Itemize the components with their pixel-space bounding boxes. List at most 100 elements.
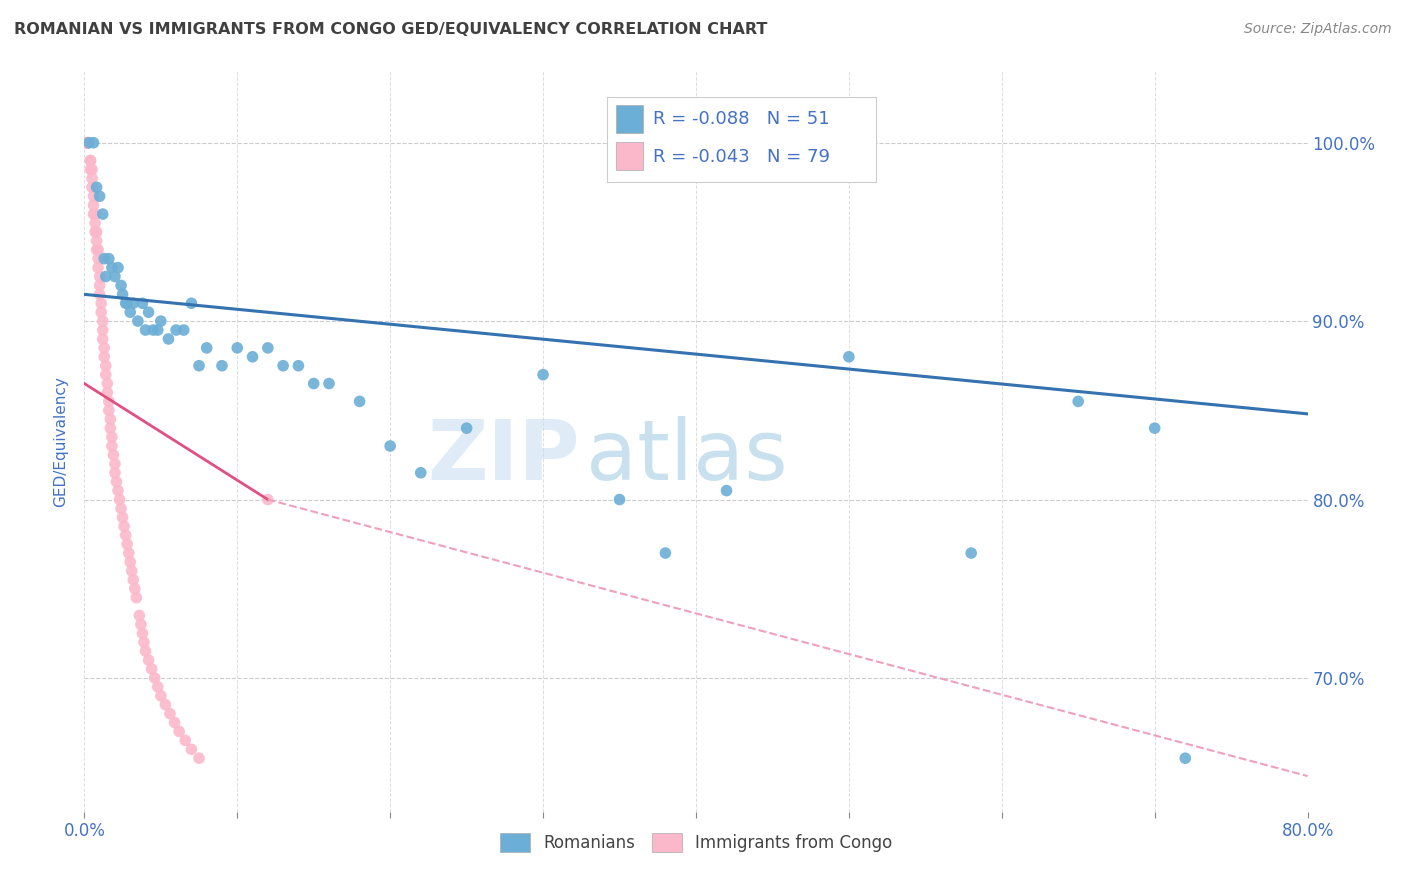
Point <box>96 385 118 400</box>
Point <box>349 394 371 409</box>
Point <box>131 626 153 640</box>
Point <box>104 466 127 480</box>
Point <box>127 314 149 328</box>
Point <box>96 376 118 391</box>
Y-axis label: GED/Equivalency: GED/Equivalency <box>53 376 69 507</box>
Point <box>89 269 111 284</box>
Point <box>87 252 110 266</box>
Point <box>960 546 983 560</box>
Point <box>83 189 105 203</box>
Point <box>107 260 129 275</box>
Point <box>188 751 211 765</box>
Point <box>101 430 124 444</box>
Point <box>89 287 111 301</box>
Point <box>94 359 117 373</box>
Point <box>409 466 432 480</box>
Point <box>242 350 264 364</box>
Point <box>132 635 155 649</box>
Point <box>98 412 121 426</box>
Point <box>80 171 103 186</box>
Point <box>163 715 186 730</box>
Point <box>93 350 115 364</box>
Point <box>131 296 153 310</box>
Point <box>80 180 103 194</box>
Point <box>211 359 233 373</box>
Point <box>124 582 146 596</box>
Point <box>97 403 120 417</box>
Point <box>91 332 114 346</box>
Point <box>135 644 157 658</box>
Point <box>84 225 107 239</box>
Point <box>456 421 478 435</box>
Point <box>86 225 108 239</box>
Point <box>654 546 676 560</box>
Point <box>83 198 105 212</box>
Point <box>76 136 98 150</box>
Point <box>257 341 280 355</box>
Point <box>173 323 195 337</box>
Point <box>174 733 197 747</box>
Point <box>226 341 249 355</box>
Text: Source: ZipAtlas.com: Source: ZipAtlas.com <box>1244 22 1392 37</box>
Point <box>380 439 402 453</box>
Point <box>91 207 114 221</box>
Point <box>531 368 554 382</box>
Point <box>90 296 112 310</box>
Point <box>122 573 145 587</box>
Point <box>149 314 172 328</box>
Point <box>93 341 115 355</box>
Point <box>110 501 132 516</box>
Point <box>271 359 294 373</box>
Point <box>1174 751 1197 765</box>
Point <box>104 269 127 284</box>
Point <box>103 448 125 462</box>
Point <box>146 680 169 694</box>
Point <box>141 662 163 676</box>
Point <box>86 180 108 194</box>
FancyBboxPatch shape <box>616 104 644 133</box>
Point <box>83 207 105 221</box>
Point <box>89 278 111 293</box>
Point <box>1067 394 1090 409</box>
Point <box>93 252 115 266</box>
Point <box>121 564 143 578</box>
Point <box>105 475 128 489</box>
Point <box>89 189 111 203</box>
Point <box>287 359 309 373</box>
Point <box>257 492 280 507</box>
Point <box>77 136 100 150</box>
Point <box>79 153 101 168</box>
Point <box>107 483 129 498</box>
Point <box>76 136 98 150</box>
Point <box>146 323 169 337</box>
Point <box>94 269 117 284</box>
Point <box>111 510 134 524</box>
Point <box>180 742 202 756</box>
Point <box>110 278 132 293</box>
Point <box>159 706 181 721</box>
Point <box>188 359 211 373</box>
Point <box>129 617 152 632</box>
Point <box>118 546 141 560</box>
Point <box>94 368 117 382</box>
Legend: Romanians, Immigrants from Congo: Romanians, Immigrants from Congo <box>494 826 898 859</box>
Text: atlas: atlas <box>586 416 787 497</box>
Point <box>149 689 172 703</box>
Point <box>77 136 100 150</box>
FancyBboxPatch shape <box>616 142 644 169</box>
Point <box>90 305 112 319</box>
Point <box>122 296 145 310</box>
Point <box>101 439 124 453</box>
Point <box>83 136 105 150</box>
Point <box>120 555 142 569</box>
Point <box>104 457 127 471</box>
Point <box>716 483 738 498</box>
Point <box>157 332 180 346</box>
Point <box>97 394 120 409</box>
Point <box>77 136 100 150</box>
Point <box>167 724 190 739</box>
Point <box>138 653 160 667</box>
FancyBboxPatch shape <box>606 97 876 183</box>
Point <box>135 323 157 337</box>
Point <box>101 260 124 275</box>
